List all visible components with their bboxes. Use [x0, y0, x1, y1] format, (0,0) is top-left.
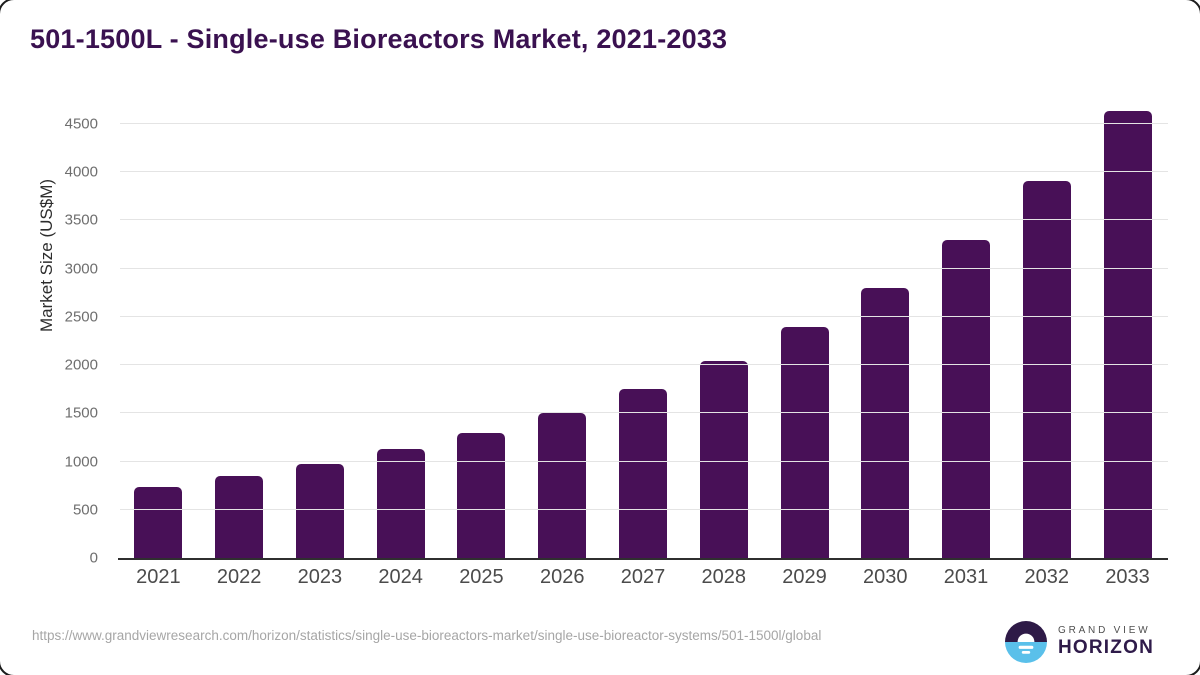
x-tick-label-2033: 2033: [1105, 566, 1150, 588]
source-url: https://www.grandviewresearch.com/horizo…: [32, 628, 822, 643]
bar-2021: [134, 486, 183, 558]
page-title: 501-1500L - Single-use Bioreactors Marke…: [30, 24, 728, 54]
bar-2022: [215, 476, 264, 558]
x-tick-label-2023: 2023: [297, 566, 343, 588]
bar-2031: [942, 239, 991, 558]
bar-2028: [699, 361, 748, 558]
bar-slot-2023: [280, 108, 361, 558]
bar-slot-2028: [683, 108, 764, 558]
bar-2033: [1103, 111, 1152, 558]
y-tick-label-3000: 3000: [64, 260, 98, 278]
plot-area: [118, 108, 1168, 560]
x-tick-label-2024: 2024: [378, 566, 423, 588]
y-tick-label-1500: 1500: [64, 404, 98, 422]
gridline-500: [120, 508, 1168, 510]
gridline-4000: [120, 171, 1168, 173]
gridline-3500: [120, 219, 1168, 221]
bar-slot-2032: [1006, 108, 1087, 558]
y-tick-label-0: 0: [89, 549, 98, 567]
gridline-4500: [120, 123, 1168, 124]
brand-name-top: GRAND VIEW: [1057, 625, 1151, 636]
grand-view-horizon-sunrise-icon: [1004, 621, 1047, 663]
x-tick-label-2027: 2027: [620, 566, 666, 588]
bar-slot-2026: [522, 108, 603, 558]
gridline-3000: [120, 267, 1168, 269]
bar-slot-2027: [603, 108, 684, 558]
brand-logo-text: GRAND VIEW HORIZON: [1058, 625, 1154, 659]
gridline-2000: [120, 364, 1168, 366]
x-tick-label-2021: 2021: [136, 566, 181, 588]
x-tick-label-2026: 2026: [539, 566, 585, 588]
x-axis-tick-labels: 2021 2022 2023 2024 2025 2026 2027 2028 2029 2030…: [118, 566, 1168, 589]
bar-series: [118, 108, 1168, 558]
y-tick-label-1000: 1000: [64, 453, 98, 471]
bar-2023: [295, 463, 344, 558]
bar-2032: [1022, 180, 1071, 558]
x-tick-label-2030: 2030: [863, 566, 908, 588]
x-axis-line: [118, 558, 1168, 560]
x-tick-label-2032: 2032: [1024, 566, 1070, 588]
bar-slot-2024: [360, 108, 441, 558]
x-tick-label-2029: 2029: [782, 566, 827, 588]
bar-slot-2025: [441, 108, 522, 558]
bar-slot-2029: [764, 108, 845, 558]
gridline-2500: [120, 315, 1168, 317]
bar-2029: [780, 326, 829, 558]
y-tick-label-4500: 4500: [64, 115, 98, 133]
gridline-1500: [120, 412, 1168, 414]
y-tick-label-3500: 3500: [64, 211, 98, 229]
brand-logo: GRAND VIEW HORIZON: [1004, 621, 1154, 663]
bar-slot-2022: [199, 108, 280, 558]
y-tick-label-2000: 2000: [64, 356, 98, 374]
x-tick-label-2031: 2031: [943, 566, 989, 588]
x-tick-label-2022: 2022: [216, 566, 262, 588]
y-tick-label-500: 500: [72, 501, 98, 519]
bar-slot-2030: [845, 108, 926, 558]
gridline-1000: [120, 460, 1168, 462]
bar-2026: [538, 413, 587, 558]
y-tick-label-4000: 4000: [64, 163, 98, 181]
brand-name-bottom: HORIZON: [1057, 637, 1154, 658]
bar-slot-2031: [926, 108, 1007, 558]
bar-2030: [861, 287, 910, 558]
bar-2024: [376, 449, 425, 558]
x-tick-label-2025: 2025: [459, 566, 504, 588]
bar-slot-2021: [118, 108, 199, 558]
bar-2027: [618, 389, 667, 558]
y-tick-label-2500: 2500: [64, 308, 98, 326]
bar-slot-2033: [1087, 108, 1168, 558]
bar-2025: [457, 432, 506, 558]
x-tick-label-2028: 2028: [701, 566, 746, 588]
y-axis-tick-labels: 0 500 1000 1500 2000 2500 3000 3500 4000 4500: [0, 108, 108, 567]
